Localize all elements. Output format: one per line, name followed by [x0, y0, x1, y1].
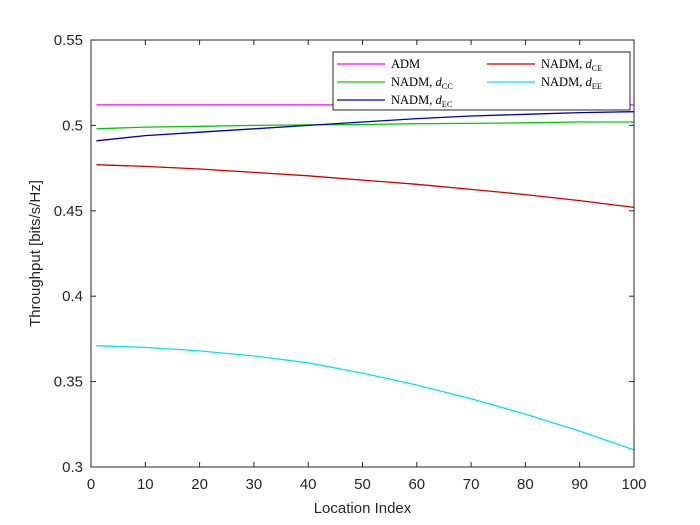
- y-axis-label: Throughput [bits/s/Hz]: [27, 180, 44, 327]
- y-tick-label: 0.45: [54, 203, 83, 220]
- series-line-2: [96, 111, 635, 142]
- x-tick-label: 80: [517, 476, 534, 493]
- x-tick-label: 90: [571, 476, 588, 493]
- legend-entry-1: NADM, dCC: [391, 75, 453, 91]
- x-tick-label: 10: [137, 476, 154, 493]
- x-tick-label: 40: [300, 476, 317, 493]
- x-axis-label: Location Index: [314, 500, 412, 517]
- x-tick-label: 0: [87, 476, 95, 493]
- x-tick-label: 30: [246, 476, 263, 493]
- x-tick-label: 70: [463, 476, 480, 493]
- x-tick-label: 20: [191, 476, 208, 493]
- series-line-1: [96, 121, 634, 130]
- y-tick-label: 0.3: [62, 459, 83, 476]
- legend-entry-4: NADM, dEE: [541, 75, 602, 91]
- y-tick-label: 0.55: [54, 32, 83, 49]
- x-tick-label: 50: [354, 476, 371, 493]
- legend-entry-0: ADM: [391, 57, 420, 71]
- ticks-layer: 0 10 20 30 40 50 60 70 80 90 100 0.3 0.35 0.4 0.45 0.5 0…: [54, 32, 647, 493]
- y-tick-label: 0.35: [54, 374, 83, 391]
- series-line-4: [96, 345, 635, 451]
- legend: ADM NADM, dCC NADM, dEC NADM, dCE NADM, dEE: [332, 51, 631, 111]
- x-tick-label: 60: [408, 476, 425, 493]
- y-tick-label: 0.5: [62, 117, 83, 134]
- legend-entry-2: NADM, dEC: [391, 93, 453, 109]
- legend-entry-3: NADM, dCE: [541, 57, 603, 73]
- series-line-3: [96, 164, 635, 209]
- y-tick-label: 0.4: [62, 288, 83, 305]
- series-layer: [96, 104, 635, 451]
- x-tick-label: 100: [621, 476, 646, 493]
